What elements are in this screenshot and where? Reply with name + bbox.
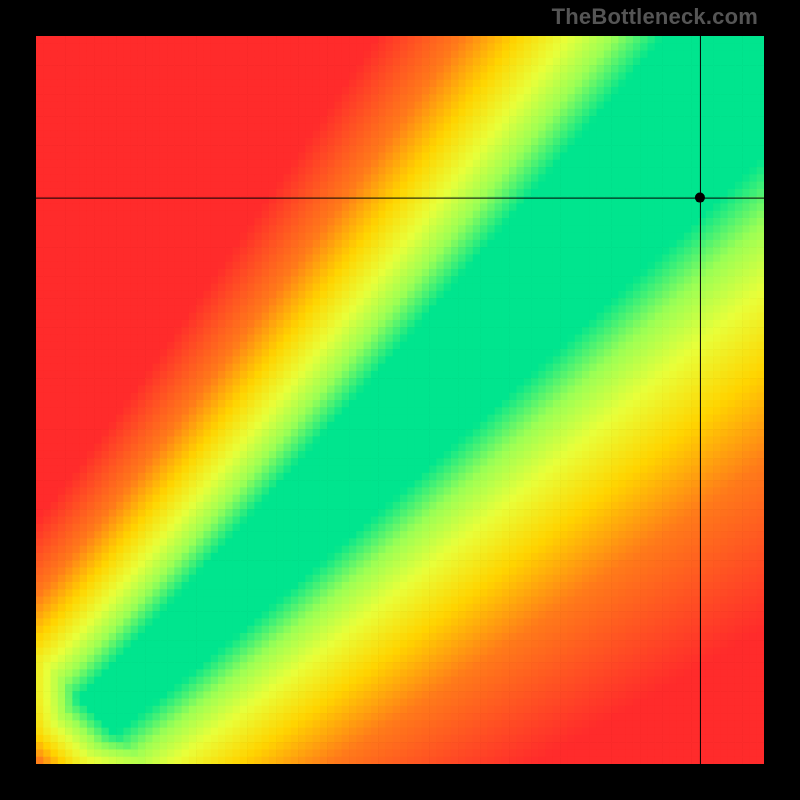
watermark-text: TheBottleneck.com	[552, 4, 758, 30]
bottleneck-heatmap	[0, 0, 800, 800]
chart-container: TheBottleneck.com	[0, 0, 800, 800]
